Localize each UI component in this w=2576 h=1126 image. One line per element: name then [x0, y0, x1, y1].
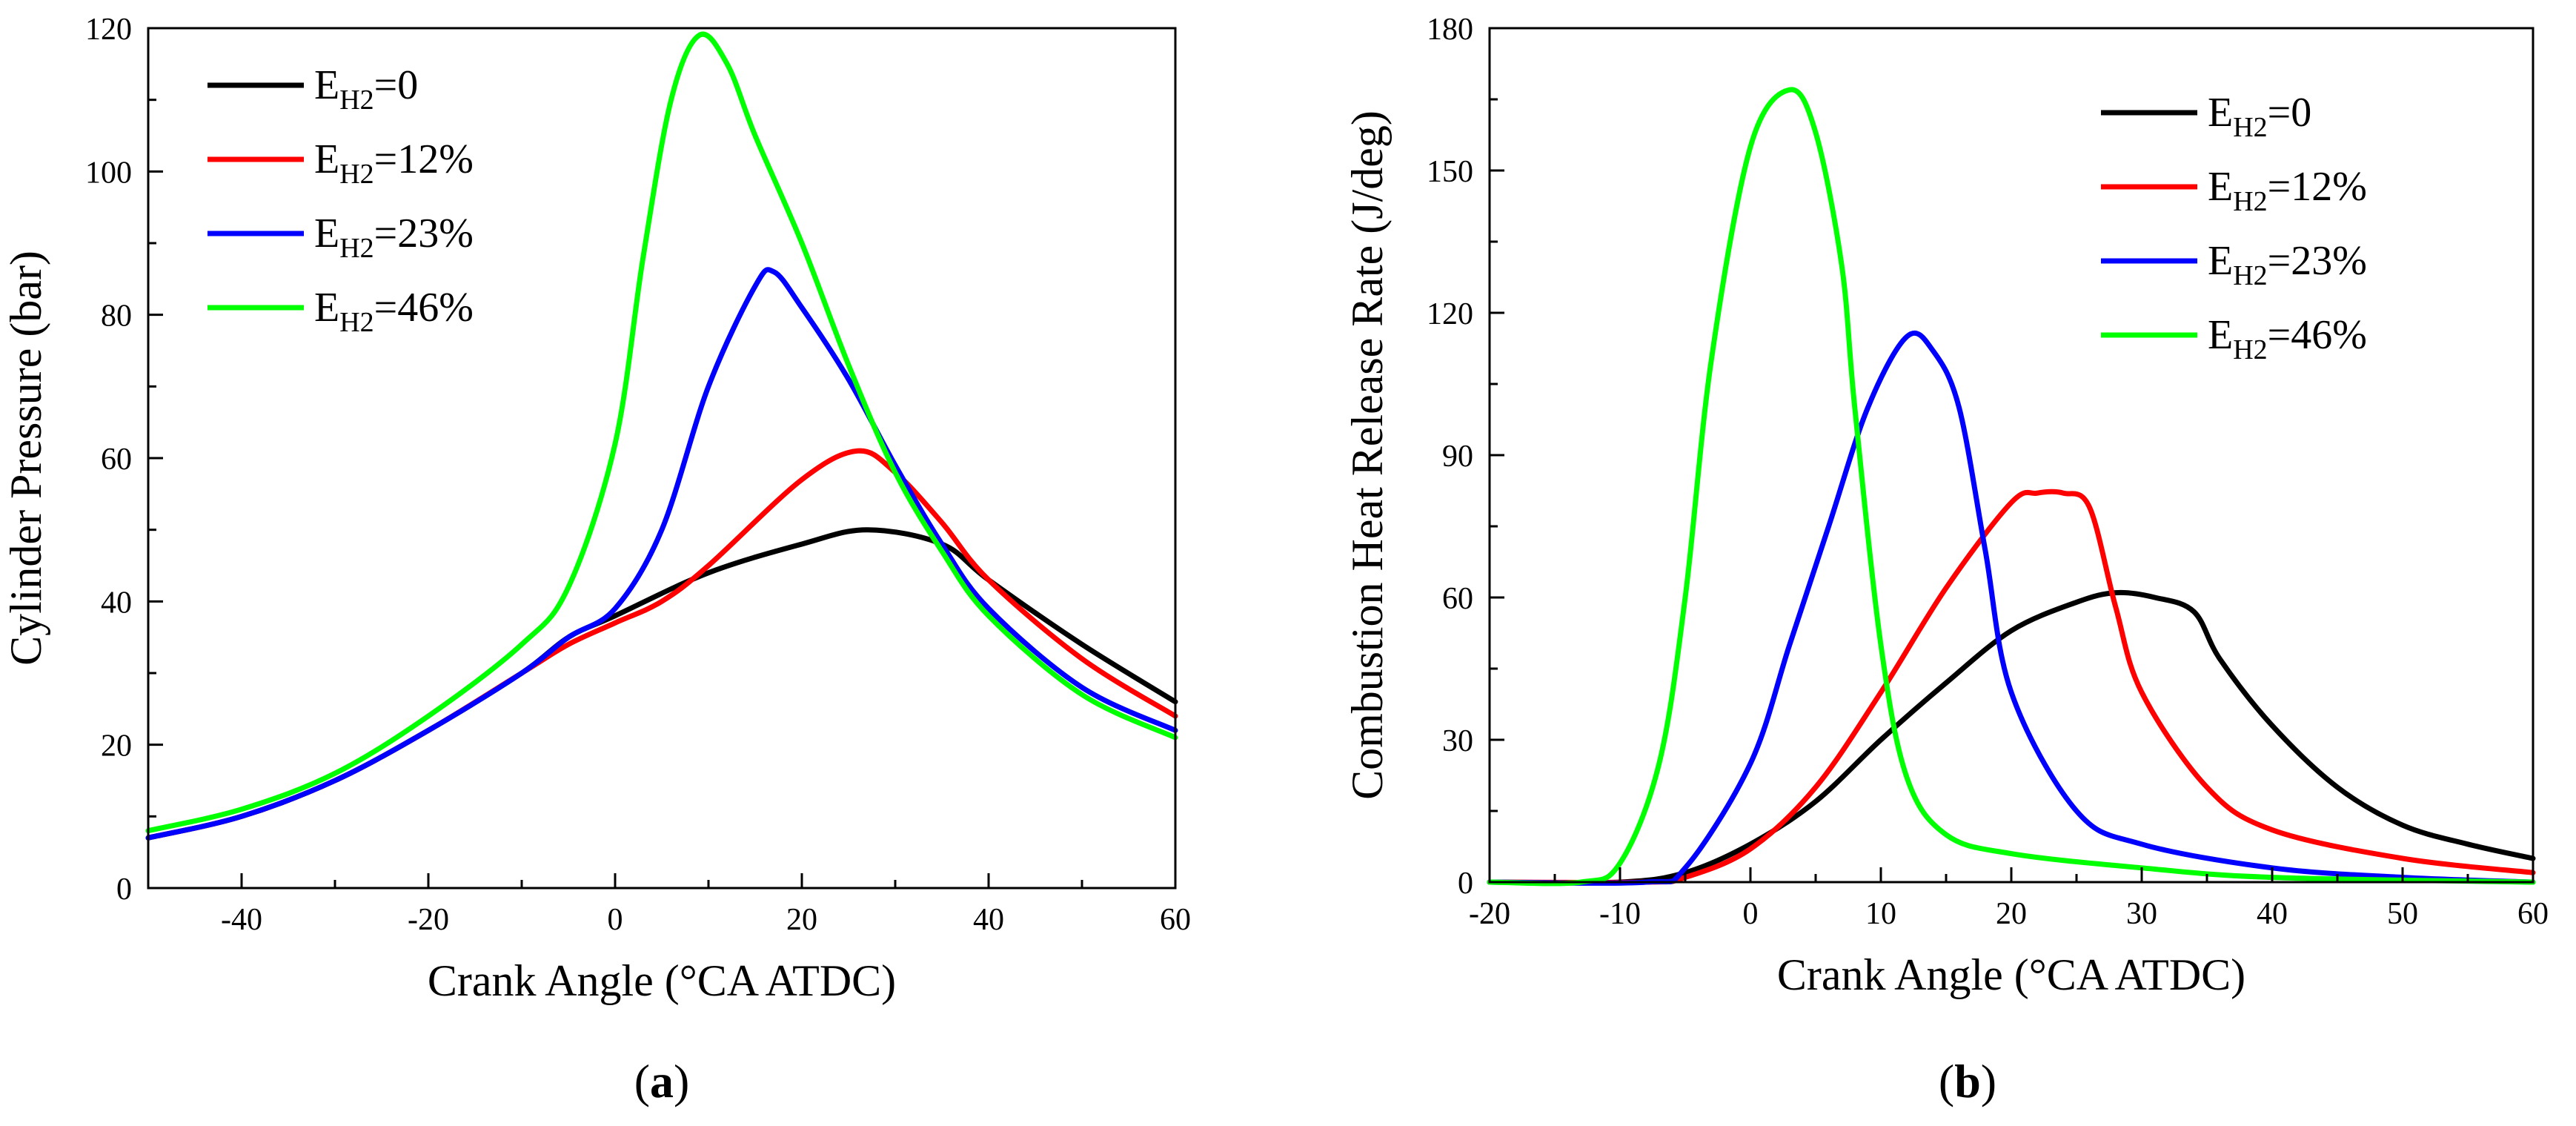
x-tick-label-a: 60 — [1160, 903, 1191, 937]
series-line-a-3 — [145, 31, 1178, 834]
series-line-b-0 — [1487, 589, 2536, 886]
legend-label-b-3: EH2=46% — [2208, 312, 2367, 365]
legend-tail: =46% — [374, 285, 474, 331]
x-tick-label-b-min: -20 — [1469, 897, 1510, 931]
series-line-a-2 — [145, 267, 1178, 841]
y-tick-label-a: 0 — [116, 872, 132, 907]
legend-main: E — [2208, 90, 2233, 136]
y-tick-label-a: 80 — [101, 299, 132, 334]
legend-label-b-0: EH2=0 — [2208, 90, 2311, 143]
legend-main: E — [2208, 312, 2233, 358]
legend-main: E — [314, 285, 339, 331]
panel-paren-open: ( — [634, 1055, 650, 1107]
legend-tail: =12% — [374, 136, 474, 182]
legend-label-b-2: EH2=23% — [2208, 238, 2367, 291]
legend-tail: =23% — [374, 211, 474, 256]
x-axis-label-a: Crank Angle (°CA ATDC) — [428, 956, 896, 1005]
legend-main: E — [314, 136, 339, 182]
x-tick-label-a: -20 — [408, 903, 449, 937]
legend-subscript: H2 — [2233, 112, 2267, 143]
legend-label-a-0: EH2=0 — [314, 62, 418, 116]
legend-subscript: H2 — [2233, 334, 2267, 365]
legend-label-a-3: EH2=46% — [314, 285, 474, 338]
y-tick-label-a: 120 — [85, 13, 132, 47]
y-tick-label-a: 20 — [101, 729, 132, 764]
legend-main: E — [314, 211, 339, 256]
legend-subscript: H2 — [2233, 186, 2267, 217]
series-line-b-2 — [1487, 330, 2536, 886]
x-tick-label-a: 40 — [973, 903, 1004, 937]
x-tick-label-b: 60 — [2517, 897, 2549, 931]
legend-main: E — [2208, 164, 2233, 210]
series-line-b-3 — [1487, 87, 2536, 887]
y-tick-label-b: 150 — [1427, 155, 1473, 189]
y-tick-label-b: 0 — [1458, 867, 1473, 901]
y-tick-label-b: 30 — [1442, 724, 1473, 758]
x-tick-label-a: 0 — [608, 903, 623, 937]
panel-caption-a: (a) — [634, 1055, 690, 1107]
y-tick-label-a: 60 — [101, 443, 132, 477]
x-tick-label-a: -40 — [221, 903, 262, 937]
y-tick-label-b: 90 — [1442, 440, 1473, 474]
x-tick-label-b: 30 — [2126, 897, 2157, 931]
y-axis-label-a: Cylinder Pressure (bar) — [1, 251, 50, 666]
legend-subscript: H2 — [339, 159, 374, 190]
x-tick-label-b: -20 — [1469, 897, 1510, 931]
x-axis-label-b: Crank Angle (°CA ATDC) — [1777, 950, 2245, 999]
series-line-b-1 — [1487, 489, 2536, 885]
x-tick-label-b: 10 — [1865, 897, 1896, 931]
panel-paren-close: ) — [674, 1055, 689, 1107]
legend-tail: =0 — [2268, 90, 2312, 136]
plot-frame-b — [1488, 27, 2534, 884]
y-tick-label-a: 100 — [85, 156, 132, 190]
legend-tail: =12% — [2268, 164, 2367, 210]
y-tick-label-b: 180 — [1427, 13, 1473, 47]
legend-subscript: H2 — [339, 85, 374, 116]
legend-tail: =0 — [374, 62, 419, 108]
panel-paren-open: ( — [1939, 1055, 1954, 1107]
legend-subscript: H2 — [2233, 260, 2267, 291]
x-tick-label-b: 40 — [2257, 897, 2288, 931]
chart-panel-a: -40 -20 0 20 40 60 0 20 40 60 80 100 120 Crank Angle … — [1, 13, 1191, 1107]
y-tick-label-b: 120 — [1427, 297, 1473, 331]
legend-main: E — [2208, 238, 2233, 284]
legend-label-a-2: EH2=23% — [314, 211, 474, 264]
panel-paren-close: ) — [1981, 1055, 1996, 1107]
y-axis-label-b: Combustion Heat Release Rate (J/deg) — [1343, 110, 1392, 800]
x-tick-label-b: 20 — [1996, 897, 2027, 931]
x-tick-label-b: 0 — [1743, 897, 1759, 931]
legend-label-a-1: EH2=12% — [314, 136, 474, 190]
legend-tail: =23% — [2268, 238, 2367, 284]
series-line-a-0 — [145, 527, 1178, 841]
panel-letter: b — [1954, 1055, 1981, 1107]
x-tick-label-b: 50 — [2387, 897, 2418, 931]
panel-letter: a — [650, 1055, 674, 1107]
panel-caption-b: (b) — [1939, 1055, 1996, 1107]
legend-tail: =46% — [2268, 312, 2367, 358]
x-tick-label-a: 20 — [786, 903, 817, 937]
legend-subscript: H2 — [339, 233, 374, 264]
x-tick-label-b: -10 — [1599, 897, 1641, 931]
legend-subscript: H2 — [339, 307, 374, 338]
legend-label-b-1: EH2=12% — [2208, 164, 2367, 217]
y-tick-label-b: 60 — [1442, 582, 1473, 616]
chart-panel-b: -20 -10 0 10 20 30 40 50 60-200306090120150180Cr… — [1343, 13, 2549, 1107]
y-tick-label-a: 40 — [101, 586, 132, 620]
legend-main: E — [314, 62, 339, 108]
